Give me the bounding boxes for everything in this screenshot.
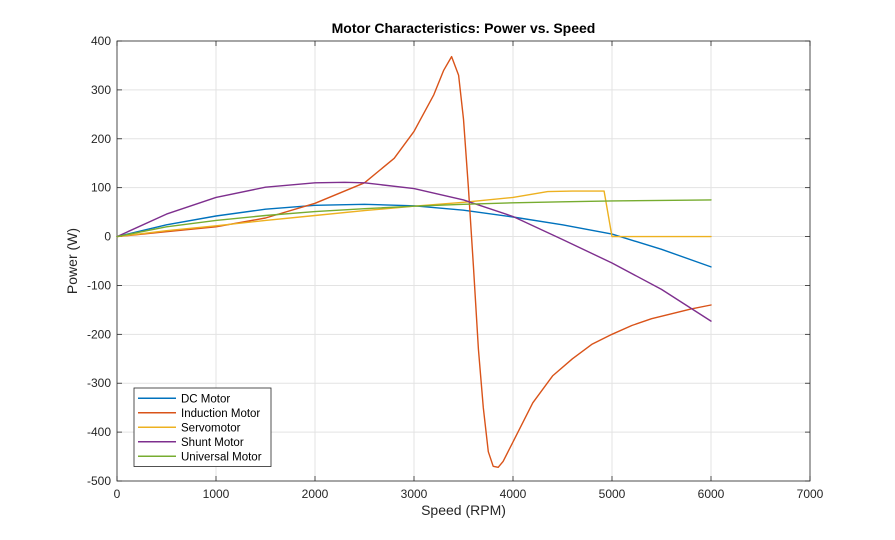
plot-area: [116, 40, 811, 482]
legend-label: Universal Motor: [181, 451, 262, 463]
series-line-shunt-motor: [116, 181, 712, 322]
y-tick-label: -100: [87, 278, 111, 292]
y-tick-label: -300: [87, 376, 111, 390]
legend-label: Induction Motor: [181, 408, 260, 420]
legend: DC Motor Induction Motor Servomotor Shunt M…: [133, 387, 272, 467]
x-tick-label: 0: [114, 487, 121, 501]
x-tick-label: 2000: [302, 487, 329, 501]
chart-title: Motor Characteristics: Power vs. Speed: [332, 20, 596, 36]
y-tick-label: -200: [87, 327, 111, 341]
legend-label: DC Motor: [181, 393, 230, 405]
y-tick-label: 400: [91, 34, 111, 48]
x-axis-label: Speed (RPM): [421, 502, 506, 518]
x-tick-label: 1000: [203, 487, 230, 501]
y-tick-label: -400: [87, 425, 111, 439]
y-tick-label: 200: [91, 132, 111, 146]
y-tick-label: 100: [91, 181, 111, 195]
legend-label: Shunt Motor: [181, 437, 244, 449]
series-line-universal-motor: [116, 199, 712, 238]
y-axis-label: Power (W): [64, 228, 80, 294]
series-line-servomotor: [116, 190, 712, 238]
x-tick-label: 4000: [500, 487, 527, 501]
y-tick-label: -500: [87, 474, 111, 488]
x-tick-label: 5000: [599, 487, 626, 501]
y-tick-label: 0: [104, 230, 111, 244]
x-tick-label: 7000: [797, 487, 824, 501]
y-tick-label: 300: [91, 83, 111, 97]
series-line-induction-motor: [116, 55, 712, 468]
x-tick-label: 3000: [401, 487, 428, 501]
x-tick-label: 6000: [698, 487, 725, 501]
legend-label: Servomotor: [181, 422, 241, 434]
